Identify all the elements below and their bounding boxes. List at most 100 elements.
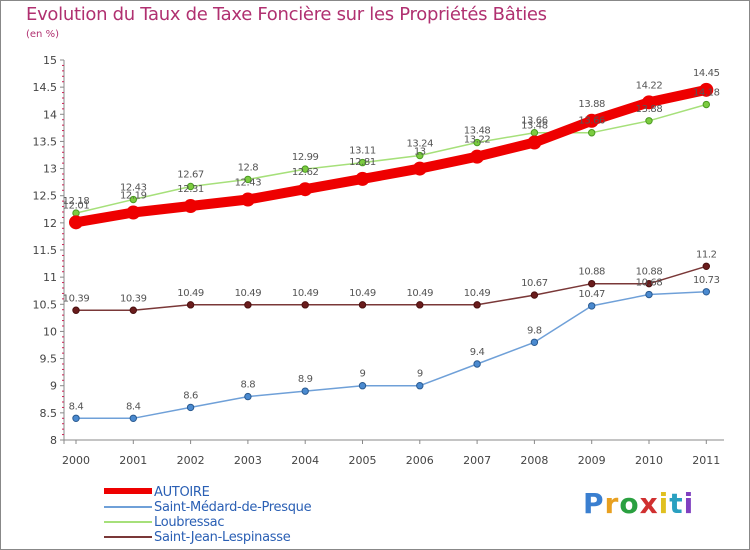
data-label: 10.49 (292, 288, 319, 299)
data-point (72, 306, 80, 314)
data-point (530, 338, 539, 346)
data-label: 13.22 (464, 135, 491, 146)
data-point (244, 301, 252, 309)
data-label: 13.11 (349, 146, 376, 157)
x-tick-label: 2011 (692, 454, 720, 467)
data-label: 8.9 (298, 374, 313, 385)
data-label: 13.88 (578, 99, 605, 110)
logo-letter: i (658, 487, 670, 520)
data-label: 12.62 (292, 167, 319, 178)
data-point (470, 149, 485, 164)
data-point (473, 301, 481, 309)
logo-letter: o (619, 487, 640, 520)
x-tick-label: 2002 (177, 454, 205, 467)
data-point (244, 175, 252, 184)
y-tick-label: 13.5 (33, 135, 58, 148)
data-label: 10.49 (235, 288, 262, 299)
x-tick-label: 2000 (62, 454, 90, 467)
y-tick-label: 14 (43, 108, 57, 121)
legend-label: Saint-Jean-Lespinasse (154, 530, 291, 545)
data-label: 13.66 (578, 116, 605, 127)
data-point (72, 414, 80, 422)
data-point (186, 301, 195, 309)
data-point (416, 301, 424, 309)
data-point (588, 279, 596, 288)
y-tick-label: 12 (43, 217, 57, 230)
y-tick-label: 8.5 (40, 407, 58, 420)
data-point (584, 113, 599, 128)
data-point (358, 158, 367, 167)
data-label: 13.88 (636, 104, 663, 115)
legend-label: Saint-Médard-de-Presque (154, 500, 312, 515)
series-line (75, 265, 708, 312)
data-label: 14.18 (693, 88, 720, 99)
data-point (358, 382, 367, 390)
data-point (301, 387, 309, 395)
data-label: 10.88 (578, 267, 605, 278)
y-tick-label: 8 (50, 434, 57, 447)
y-tick-label: 12.5 (33, 190, 58, 203)
data-label: 13 (414, 147, 426, 158)
data-label: 12.18 (63, 196, 90, 207)
y-tick-label: 14.5 (33, 81, 58, 94)
y-tick-label: 13 (43, 163, 57, 176)
y-tick-label: 11 (43, 271, 57, 284)
data-label: 10.49 (406, 288, 433, 299)
x-tick-label: 2001 (119, 454, 147, 467)
data-label: 11.2 (696, 249, 717, 260)
data-point (129, 195, 138, 204)
data-point (412, 161, 427, 176)
data-label: 9.8 (527, 325, 542, 336)
data-label: 10.73 (693, 275, 720, 286)
data-label: 10.47 (578, 289, 605, 300)
data-point (186, 182, 195, 191)
legend-label: Loubressac (154, 515, 225, 530)
data-point (186, 403, 195, 412)
data-label: 8.4 (126, 401, 141, 412)
data-point (129, 306, 138, 314)
data-label: 10.49 (349, 288, 376, 299)
logo-letter: i (683, 487, 695, 520)
data-point (702, 100, 710, 109)
chart-title: Evolution du Taux de Taxe Foncière sur l… (26, 4, 547, 25)
x-tick-label: 2003 (234, 454, 262, 467)
data-label: 12.01 (63, 200, 90, 211)
logo-letter: x (639, 487, 659, 520)
legend-swatch (104, 506, 152, 508)
data-label: 13.66 (521, 116, 548, 127)
logo-letter: P (583, 487, 605, 520)
data-label: 10.49 (177, 288, 204, 299)
data-label: 13.48 (521, 121, 548, 132)
data-label: 10.88 (636, 267, 663, 278)
data-label: 12.8 (238, 162, 259, 173)
data-label: 8.8 (241, 380, 256, 391)
x-tick-label: 2004 (291, 454, 319, 467)
y-tick-label: 15 (43, 54, 57, 67)
data-label: 10.49 (464, 288, 491, 299)
data-label: 12.99 (292, 152, 319, 163)
legend-swatch (104, 536, 152, 538)
data-point (642, 95, 656, 110)
data-label: 14.22 (636, 80, 663, 91)
y-tick-label: 9 (50, 380, 57, 393)
data-label: 12.67 (177, 169, 204, 180)
data-point (702, 288, 710, 296)
line-chart: 8 8.5 9 9.5 10 10.5 11 11.5 12 12.5 13 13.5 14 14.5 15… (33, 54, 724, 467)
unit-label: (en %) (26, 29, 59, 40)
logo-letter: t (669, 487, 684, 520)
legend-swatch (104, 521, 152, 523)
data-point (473, 360, 481, 368)
proxiti-logo: Proxiti (583, 487, 694, 520)
data-point (527, 135, 542, 150)
data-label: 12.31 (177, 184, 204, 195)
logo-letter: r (604, 487, 620, 520)
data-label: 10.68 (636, 278, 663, 289)
x-tick-label: 2010 (635, 454, 663, 467)
data-point (301, 301, 309, 309)
data-point (298, 182, 313, 197)
data-point (588, 302, 596, 310)
y-tick-label: 11.5 (33, 244, 58, 257)
x-tick-label: 2006 (406, 454, 434, 467)
legend-swatch (104, 488, 152, 494)
